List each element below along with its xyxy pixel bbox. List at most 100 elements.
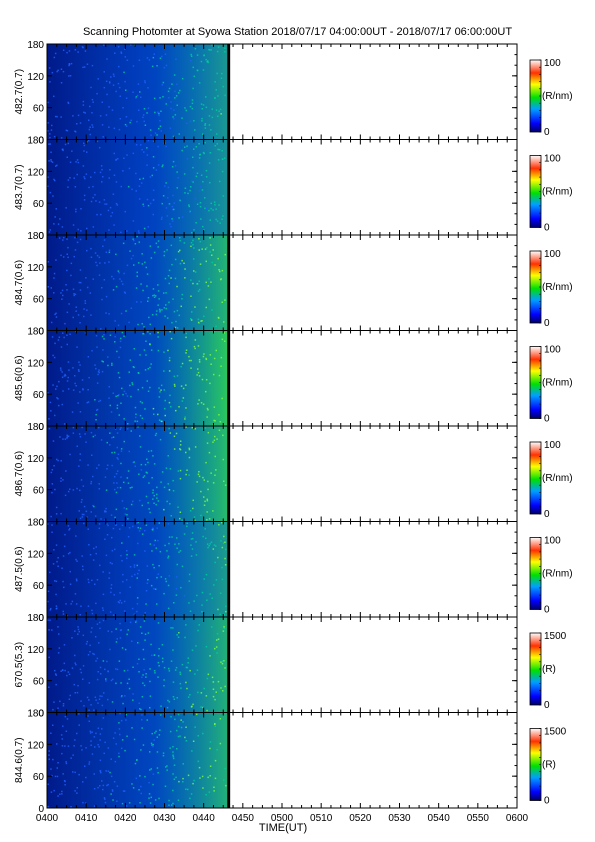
speckle-dot (191, 649, 194, 651)
speckle-dot (210, 207, 212, 210)
heatmap-speckle (47, 235, 226, 330)
speckle-dot (153, 251, 156, 254)
speckle-dot (75, 558, 77, 561)
speckle-dot (179, 517, 181, 520)
speckle-dot (177, 799, 180, 801)
speckle-dot (105, 554, 108, 557)
speckle-dot (147, 331, 149, 333)
speckle-dot (205, 106, 208, 109)
speckle-dot (144, 775, 146, 778)
colorbar-unit-label: (R) (542, 760, 556, 771)
speckle-dot (83, 66, 86, 68)
speckle-dot (172, 751, 174, 753)
speckle-dot (211, 626, 213, 628)
speckle-dot (120, 337, 122, 340)
speckle-dot (203, 315, 205, 318)
speckle-dot (168, 357, 171, 359)
speckle-dot (162, 81, 165, 84)
speckle-dot (223, 480, 225, 482)
speckle-dot (214, 81, 216, 83)
speckle-dot (90, 511, 92, 513)
speckle-dot (70, 806, 72, 808)
speckle-dot (52, 195, 54, 197)
speckle-dot (113, 224, 115, 226)
speckle-dot (207, 673, 210, 676)
speckle-dot (57, 565, 59, 567)
speckle-dot (61, 298, 63, 300)
speckle-dot (123, 507, 125, 509)
speckle-dot (98, 369, 100, 371)
speckle-dot (101, 181, 103, 183)
speckle-dot (206, 407, 209, 410)
speckle-dot (120, 696, 123, 698)
speckle-dot (116, 668, 119, 671)
speckle-dot (131, 575, 133, 578)
speckle-dot (143, 475, 146, 477)
speckle-dot (74, 790, 76, 792)
speckle-dot (48, 758, 50, 760)
chart-title: Scanning Photomter at Syowa Station 2018… (82, 26, 513, 38)
speckle-dot (139, 775, 141, 777)
speckle-dot (197, 691, 199, 694)
speckle-dot (173, 202, 175, 204)
speckle-dot (139, 527, 142, 529)
speckle-dot (140, 144, 142, 146)
speckle-dot (161, 420, 163, 423)
speckle-dot (115, 253, 117, 256)
speckle-dot (170, 277, 172, 279)
speckle-dot (163, 351, 165, 353)
speckle-dot (212, 548, 215, 550)
speckle-dot (126, 735, 128, 737)
speckle-dot (126, 477, 129, 479)
speckle-dot (62, 610, 64, 613)
speckle-dot (48, 160, 50, 162)
heatmap-speckle (47, 521, 227, 617)
speckle-dot (145, 590, 148, 592)
speckle-dot (141, 727, 143, 729)
speckle-dot (195, 146, 197, 148)
speckle-dot (203, 496, 205, 498)
speckle-dot (222, 195, 225, 197)
speckle-dot (115, 641, 118, 643)
speckle-dot (110, 758, 112, 760)
colorbar-unit-label: (R/nm) (542, 282, 573, 293)
speckle-dot (102, 176, 104, 178)
speckle-dot (185, 788, 187, 790)
speckle-dot (182, 397, 185, 399)
speckle-dot (211, 597, 213, 599)
speckle-dot (152, 773, 155, 775)
speckle-dot (167, 557, 169, 559)
speckle-dot (67, 388, 70, 390)
speckle-dot (56, 385, 58, 388)
speckle-dot (72, 115, 74, 117)
speckle-dot (99, 695, 101, 697)
speckle-dot (176, 187, 178, 189)
speckle-dot (224, 557, 226, 560)
speckle-dot (198, 288, 201, 291)
speckle-dot (120, 51, 122, 53)
speckle-dot (79, 668, 82, 671)
speckle-dot (199, 777, 201, 779)
speckle-dot (131, 486, 133, 489)
speckle-dot (167, 483, 169, 485)
speckle-dot (82, 485, 85, 487)
speckle-dot (156, 486, 158, 489)
speckle-dot (106, 58, 108, 60)
speckle-dot (173, 448, 176, 450)
speckle-dot (62, 703, 65, 705)
speckle-dot (149, 707, 151, 709)
speckle-dot (135, 144, 138, 146)
speckle-dot (92, 101, 94, 103)
speckle-dot (123, 335, 125, 337)
speckle-dot (145, 354, 147, 356)
speckle-dot (172, 208, 174, 211)
speckle-dot (117, 453, 120, 455)
speckle-dot (187, 774, 190, 777)
speckle-dot (168, 359, 171, 362)
speckle-dot (62, 390, 64, 392)
speckle-dot (190, 544, 192, 546)
speckle-dot (95, 699, 97, 701)
speckle-dot (159, 57, 162, 59)
speckle-dot (120, 448, 123, 450)
speckle-dot (158, 308, 161, 311)
